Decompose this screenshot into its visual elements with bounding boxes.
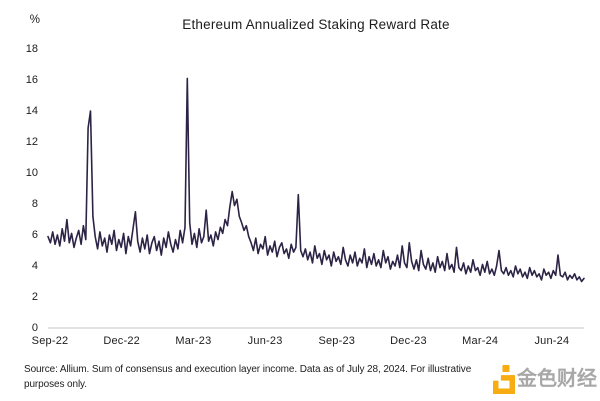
reward-rate-line	[47, 77, 585, 283]
x-tick-label: Jun-24	[534, 335, 570, 347]
x-tick-label: Sep-22	[31, 335, 69, 347]
x-tick-label: Mar-23	[175, 335, 212, 347]
y-tick-label: 16	[25, 74, 38, 86]
y-tick-label: 8	[31, 198, 38, 210]
x-tick-label: Dec-23	[390, 335, 427, 347]
chart-title: Ethereum Annualized Staking Reward Rate	[182, 17, 450, 32]
y-tick-label: 2	[31, 291, 38, 303]
x-tick-label: Dec-22	[103, 335, 141, 347]
x-tick-label: Mar-24	[462, 335, 499, 347]
jinse-logo-icon	[493, 364, 515, 394]
x-tick-label: Jun-23	[247, 335, 283, 347]
y-tick-label: 4	[31, 260, 38, 272]
y-tick-label: 10	[25, 167, 38, 179]
source-note: Source: Allium. Sum of consensus and exe…	[24, 364, 472, 390]
y-axis-unit-label: %	[29, 14, 40, 26]
y-tick-label: 14	[25, 105, 38, 117]
x-tick-label: Sep-23	[318, 335, 356, 347]
y-tick-label: 18	[25, 43, 38, 55]
watermark-text: 金色财经	[517, 368, 597, 390]
y-tick-label: 12	[25, 136, 38, 148]
y-tick-label: 0	[31, 322, 38, 334]
watermark: 金色财经	[493, 360, 597, 398]
y-tick-label: 6	[31, 229, 38, 241]
